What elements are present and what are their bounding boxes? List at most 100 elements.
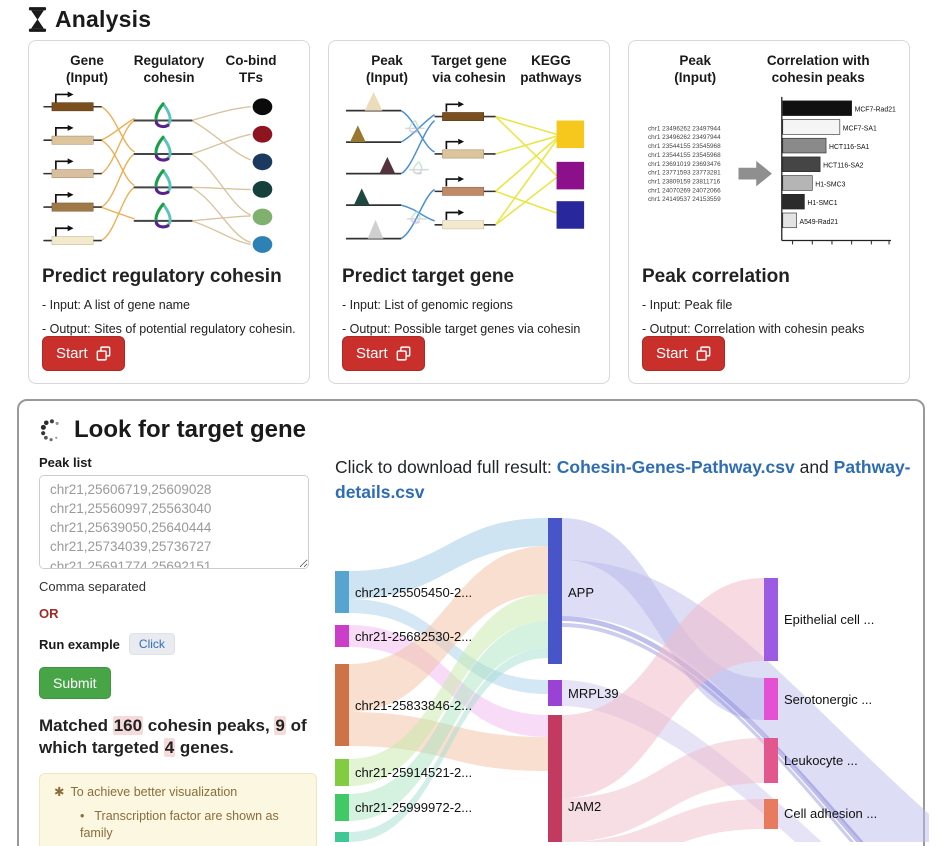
sankey-mid-nodes — [548, 517, 562, 842]
peak-node-label: chr21-25682530-2... — [355, 629, 472, 644]
peak-list-textarea[interactable]: chr21,25606719,25609028 chr21,25560997,2… — [39, 475, 309, 569]
column-label: Peak (Input) — [674, 53, 717, 85]
column-label: Gene (Input) — [66, 53, 108, 85]
start-button-label: Start — [656, 345, 688, 362]
copy-icon — [96, 346, 111, 361]
diagram-column-headers: Peak (Input) Target gene via cohesin KEG… — [342, 51, 596, 87]
bar-label: HCT116-SA1 — [829, 144, 870, 151]
card-title: Predict regulatory cohesin — [42, 266, 282, 287]
svg-text:chr1 23544155 23545968: chr1 23544155 23545968 — [648, 143, 721, 150]
card-predict-regulatory-cohesin: Gene (Input) Regulatory cohesin Co-bind … — [28, 40, 310, 384]
run-example-label: Run example — [39, 636, 120, 652]
card-peak-correlation: Peak (Input) Correlation with cohesin pe… — [628, 40, 910, 384]
peak-list-label: Peak list — [39, 455, 92, 470]
pathway-node-label: Cell adhesion ... — [784, 806, 877, 821]
gene-glyphs — [43, 91, 102, 245]
svg-text:chr1 23809159 23811716: chr1 23809159 23811716 — [648, 178, 721, 185]
svg-text:chr1 23691019 23693476: chr1 23691019 23693476 — [648, 161, 721, 168]
asterisk-icon: ✱ — [54, 785, 65, 800]
start-button-label: Start — [56, 345, 88, 362]
column-label: Peak (Input) — [366, 53, 408, 85]
correlation-bar-chart: MCF7-Rad21 MCF7-SA1 HCT116-SA1 HCT116-SA… — [781, 96, 896, 245]
bar-label: HCT116-SA2 — [823, 162, 864, 169]
peak-node — [335, 758, 349, 786]
peak-glyphs — [346, 91, 402, 240]
pathway-squares — [556, 120, 585, 229]
gene-pathway-links — [494, 115, 558, 226]
gene-glyphs — [434, 101, 496, 229]
column-label: Correlation with cohesin peaks — [766, 53, 870, 85]
sankey-flows-left — [349, 517, 548, 842]
copy-icon — [396, 346, 411, 361]
svg-text:chr1 23496262 23497944: chr1 23496262 23497944 — [648, 134, 721, 141]
submit-button[interactable]: Submit — [39, 667, 111, 699]
peak-node — [335, 831, 349, 842]
target-gene-diagram — [346, 91, 585, 240]
gene-node — [548, 517, 562, 664]
peak-correlation-diagram: chr1 23496262 23497944 chr1 23496262 234… — [648, 96, 896, 245]
sankey-diagram: chr21-25505450-2... chr21-25682530-2... … — [335, 517, 929, 842]
pathway-node-label: Leukocyte ... — [784, 753, 858, 768]
note-bullet-text: Transcription factor are shown as family — [80, 808, 302, 843]
bar-label: MCF7-SA1 — [843, 125, 877, 132]
svg-text:chr1 24149537 24153559: chr1 24149537 24153559 — [648, 196, 721, 203]
bar-label: H1-SMC3 — [815, 181, 845, 188]
column-label: Regulatory cohesin — [133, 53, 205, 85]
matched-genes-count: 4 — [163, 738, 176, 758]
svg-text:chr1 23496262 23497944: chr1 23496262 23497944 — [648, 125, 721, 132]
input-panel: Peak list chr21,25606719,25609028 chr21,… — [39, 453, 317, 846]
sankey-labels: chr21-25505450-2... chr21-25682530-2... … — [355, 585, 877, 821]
pathway-details-csv-link[interactable]: Pathway-details.csv — [335, 457, 911, 502]
pathway-node — [764, 798, 778, 829]
gene-node-label: APP — [568, 585, 594, 600]
gene-node-label: JAM2 — [568, 799, 601, 814]
matched-of-which-count: 9 — [274, 716, 286, 735]
spinner-icon — [40, 418, 59, 441]
copy-icon — [696, 346, 711, 361]
cohesin-ring-icons — [133, 102, 193, 229]
pathway-node-label: Serotonergic ... — [784, 692, 872, 707]
regulatory-cohesin-diagram — [43, 91, 273, 253]
app-header: Analysis — [28, 6, 151, 33]
sankey-left-nodes — [335, 570, 349, 842]
arrow-right-icon — [738, 160, 772, 187]
column-label: KEGG pathways — [520, 53, 582, 85]
run-example-click-button[interactable]: Click — [128, 633, 175, 655]
target-gene-section: Look for target gene Peak list chr21,256… — [17, 399, 929, 846]
svg-text:chr1 23544155 23545968: chr1 23544155 23545968 — [648, 152, 721, 159]
card-output-line: - Output: Possible target genes via cohe… — [342, 322, 581, 336]
tf-dots — [252, 98, 273, 253]
peak-node-label: chr21-25505450-2... — [355, 585, 472, 600]
card-predict-target-gene: Peak (Input) Target gene via cohesin KEG… — [328, 40, 610, 384]
start-button[interactable]: Start — [42, 336, 125, 371]
gene-node — [548, 679, 562, 706]
gene-node-label: MRPL39 — [568, 686, 619, 701]
sankey-right-nodes — [764, 577, 778, 829]
card-input-line: - Input: A list of gene name — [42, 298, 191, 312]
bar-label: MCF7-Rad21 — [855, 106, 896, 113]
pathway-node-label: Epithelial cell ... — [784, 612, 874, 627]
cohesin-tf-links — [191, 105, 251, 245]
gene-cohesin-links — [100, 105, 135, 241]
pathway-node — [764, 737, 778, 783]
start-button[interactable]: Start — [642, 336, 725, 371]
sankey-flows-right — [562, 517, 929, 842]
diagram-column-headers: Peak (Input) Correlation with cohesin pe… — [642, 51, 896, 87]
download-result-line: Click to download full result: Cohesin-G… — [335, 457, 911, 502]
start-button[interactable]: Start — [342, 336, 425, 371]
peak-node-label: chr21-25914521-2... — [355, 765, 472, 780]
matched-summary: Matched 160 cohesin peaks, 9 of which ta… — [39, 716, 307, 758]
section-title: Look for target gene — [74, 416, 307, 443]
diagram-column-headers: Gene (Input) Regulatory cohesin Co-bind … — [42, 51, 296, 87]
result-panel: Click to download full result: Cohesin-G… — [335, 453, 929, 846]
cohesin-genes-pathway-csv-link[interactable]: Cohesin-Genes-Pathway.csv — [556, 457, 795, 477]
card-input-line: - Input: List of genomic regions — [342, 298, 513, 312]
page-title: Analysis — [55, 6, 152, 32]
comma-separated-hint: Comma separated — [39, 579, 146, 594]
peak-node-label: chr21-25999972-2... — [355, 800, 472, 815]
gene-node — [548, 714, 562, 842]
or-label: OR — [39, 606, 59, 621]
peak-node — [335, 624, 349, 647]
peak-node — [335, 663, 349, 746]
peak-node — [335, 570, 349, 613]
